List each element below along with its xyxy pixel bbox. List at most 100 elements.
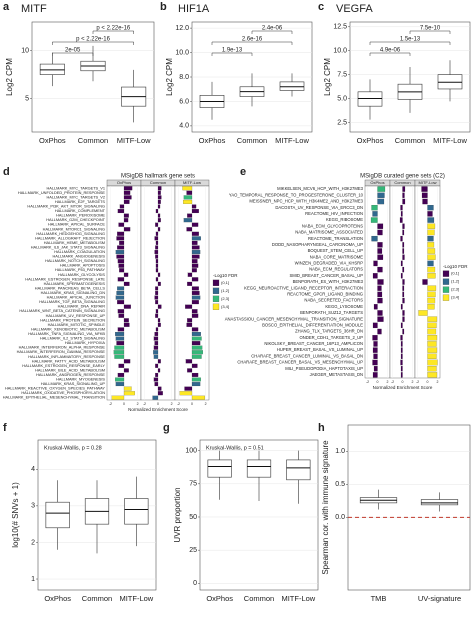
- pathway-label: NIKOLSKY_BREAST_CANCER_16P13_AMPLICON: [264, 341, 363, 346]
- legend-label: (2,3]: [221, 296, 229, 301]
- nes-bar: [118, 222, 125, 227]
- nes-bar: [155, 327, 159, 332]
- nes-bar: [153, 345, 159, 350]
- pathway-label: NABA_ECM_REGULATORS: [309, 267, 363, 272]
- nes-bar: [427, 291, 436, 298]
- nes-bar: [402, 223, 405, 229]
- nes-bar: [400, 211, 403, 217]
- nes-bar: [157, 199, 161, 204]
- nes-bar: [373, 260, 378, 267]
- nes-bar: [427, 266, 436, 273]
- nes-bar: [185, 304, 193, 309]
- pathway-label: HALLMARK_KRAS_SIGNALING_DN: [41, 290, 106, 295]
- y-tick-label: 5: [25, 95, 29, 102]
- pathway-label: HALLMARK_PANCREAS_BETA_CELLS: [35, 285, 106, 290]
- pathway-label: HALLMARK_OXIDATIVE_PHOSPHORYLATION: [21, 390, 105, 395]
- nes-bar: [187, 368, 193, 373]
- pathway-label: DODD_NASOPHARYNGEAL_CARCINOMA_UP: [272, 242, 363, 247]
- y-tick-label: 0.0: [335, 514, 345, 521]
- facet-label: MITF-Low: [183, 180, 201, 185]
- x-tick-label: 2: [137, 402, 139, 406]
- nes-bar: [115, 377, 125, 382]
- nes-bar: [155, 372, 159, 377]
- pathway-label: KEGG_LYSOSOME: [325, 304, 363, 309]
- nes-bar: [157, 227, 161, 232]
- x-tick-label: -2: [143, 402, 146, 406]
- nes-bar: [191, 331, 201, 336]
- pathway-label: HALLMARK_TGF_BETA_SIGNALING: [39, 299, 105, 304]
- nes-bar: [123, 218, 129, 223]
- box: [246, 459, 272, 478]
- nes-bar: [373, 353, 378, 359]
- nes-bar: [154, 250, 159, 255]
- nes-bar: [115, 250, 125, 255]
- nes-bar: [402, 297, 405, 304]
- nes-bar: [400, 353, 403, 359]
- x-tick-label: OxPhos: [357, 136, 384, 145]
- nes-bar: [183, 199, 193, 204]
- y-tick-label: 10: [21, 48, 29, 55]
- pathway-label: HALLMARK_KRAS_SIGNALING_UP: [41, 381, 106, 386]
- nes-bar: [123, 322, 130, 327]
- nes-bar: [191, 254, 200, 259]
- nes-bar: [157, 195, 162, 200]
- nes-bar: [153, 354, 159, 359]
- nes-bar: [402, 328, 405, 335]
- nes-bar: [427, 328, 437, 335]
- pathway-label: HALLMARK_NOTCH_SIGNALING: [45, 258, 105, 263]
- x-tick-label: 2: [205, 402, 207, 406]
- y-tick-label: 0.5: [335, 481, 345, 488]
- y-tick-label: 4: [31, 466, 35, 473]
- nes-bar: [402, 285, 405, 291]
- nes-bar: [113, 350, 125, 355]
- nes-bar: [400, 260, 403, 267]
- pathway-label: NABA_CORE_MATRISOME: [310, 254, 363, 259]
- nes-bar: [155, 277, 159, 282]
- x-tick-label: Common: [395, 136, 425, 145]
- nes-bar: [427, 322, 437, 329]
- pathway-label: NABA_MATRISOME_ASSOCIATED: [295, 230, 363, 235]
- nes-bar: [427, 359, 438, 366]
- nes-bar: [155, 309, 159, 314]
- panel-letter: a: [3, 1, 10, 13]
- pathway-label: REACTOME_HIV_INFECTION: [305, 211, 363, 216]
- x-tick-label: 2: [171, 402, 173, 406]
- pathway-label: BOQUEST_STEM_CELL_UP: [308, 248, 364, 253]
- nes-bar: [117, 245, 125, 250]
- nes-bar: [402, 248, 405, 254]
- nes-bar: [427, 217, 435, 223]
- panel-letter: d: [3, 166, 10, 178]
- nes-bar: [191, 231, 199, 236]
- nes-bar: [400, 341, 403, 347]
- nes-bar: [400, 372, 403, 378]
- pathway-label: SMID_BREAST_CANCER_BASAL_UP: [289, 273, 363, 278]
- pathway-label: HALLMARK_REACTIVE_OXYGEN_SPECIES_PATHWAY: [5, 386, 105, 391]
- pathway-label: NABA_ECM_GLYCOPROTEINS: [302, 223, 363, 228]
- pathway-label: HALLMARK_APICAL_SURFACE: [48, 222, 105, 227]
- pathway-label: HALLMARK_E2F_TARGETS: [55, 199, 106, 204]
- nes-bar: [372, 372, 378, 378]
- nes-bar: [115, 336, 125, 341]
- y-tick-label: 0: [193, 580, 197, 587]
- nes-bar: [123, 368, 129, 373]
- nes-bar: [427, 260, 434, 267]
- pathway-label: HUPER_BREAST_BASAL_VS_LUMINAL_UP: [277, 347, 363, 352]
- nes-bar: [191, 286, 199, 291]
- x-tick-label: 0: [157, 402, 159, 406]
- nes-bar: [191, 336, 202, 341]
- nes-bar: [157, 190, 161, 195]
- nes-bar: [183, 218, 193, 223]
- pathway-label: HALLMARK_ALLOGRAFT_REJECTION: [35, 235, 105, 240]
- x-tick-label: MITF-Low: [275, 136, 309, 145]
- nes-bar: [372, 211, 378, 217]
- y-tick-label: 100: [185, 447, 197, 454]
- nes-bar: [371, 235, 378, 242]
- pathway-label: KEGG_NEUROACTIVE_LIGAND_RECEPTOR_INTERAC…: [244, 285, 363, 290]
- significance-bracket: [211, 52, 253, 56]
- pathway-label: HALLMARK_COMPLEMENT: [55, 208, 106, 213]
- nes-bar: [377, 328, 382, 335]
- box: [45, 501, 70, 529]
- nes-bar: [155, 254, 159, 259]
- nes-bar: [191, 222, 199, 227]
- y-tick-label: 7.5: [337, 71, 347, 78]
